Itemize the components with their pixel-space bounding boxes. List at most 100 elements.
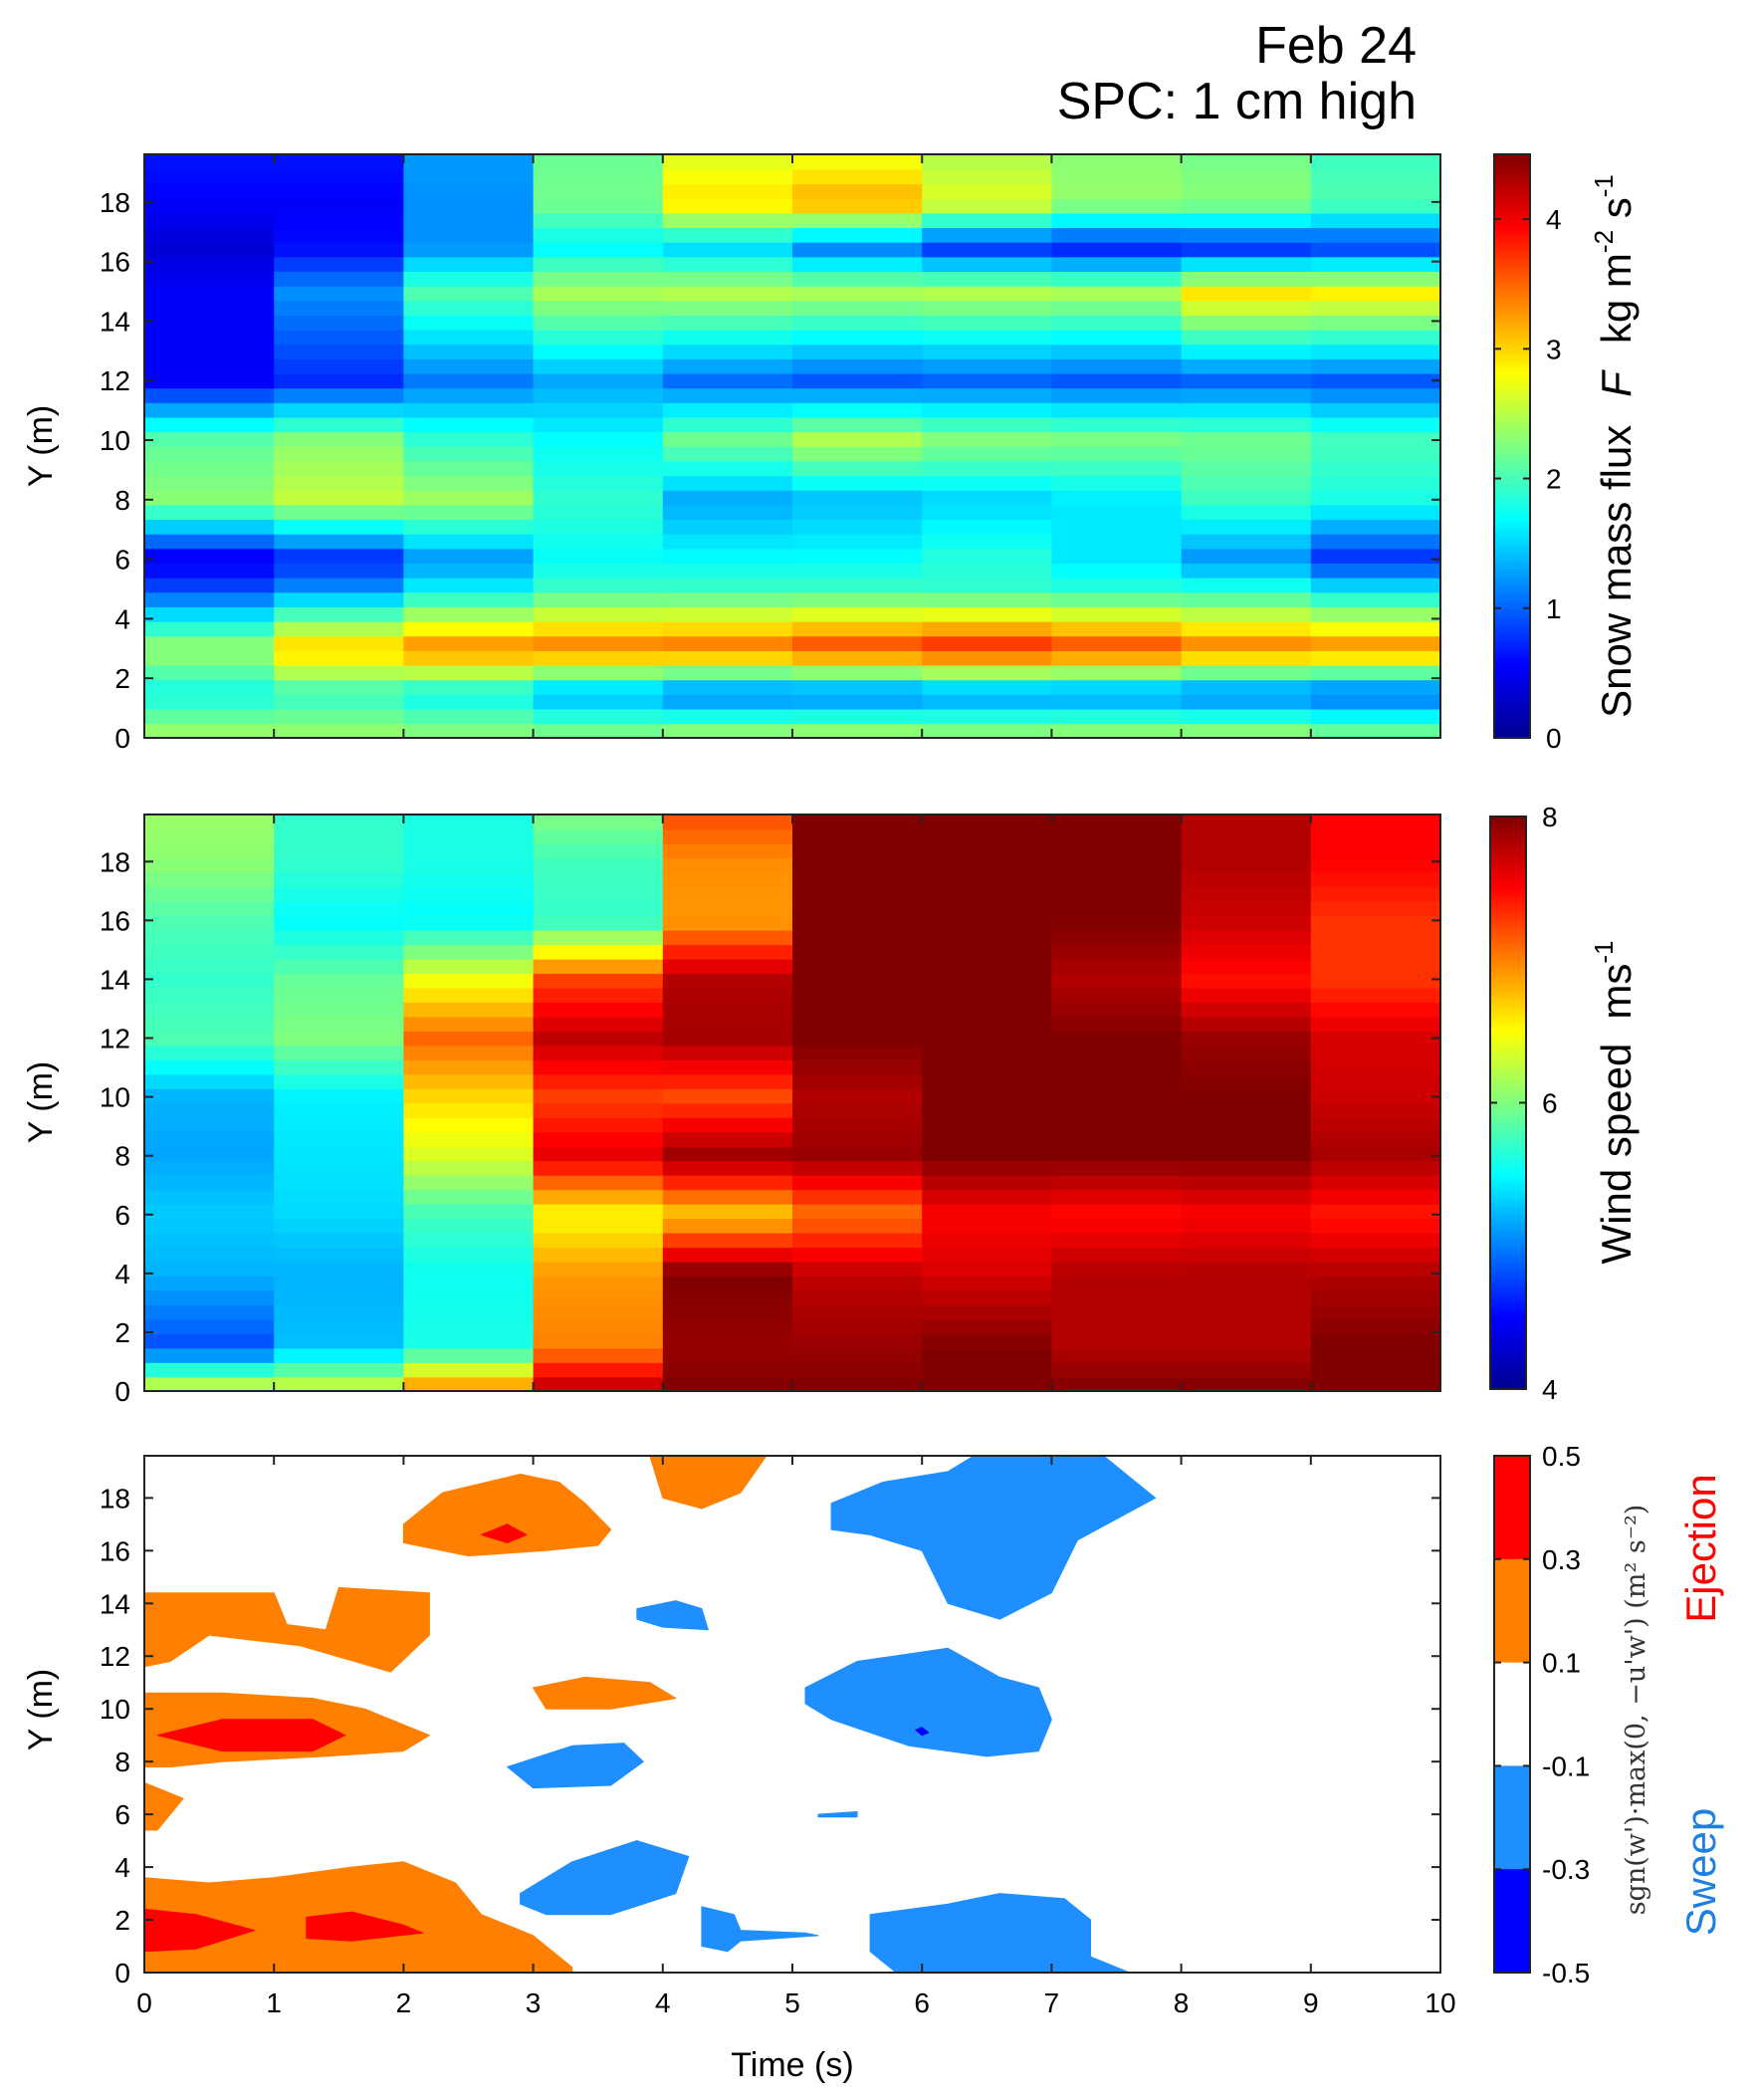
heatmap-cell: [1181, 1116, 1312, 1133]
heatmap-cell: [792, 1232, 923, 1249]
heatmap-cell: [274, 256, 405, 272]
heatmap-cell: [792, 387, 923, 403]
header-date: Feb 24: [1255, 17, 1417, 75]
heatmap-cell: [403, 828, 535, 844]
heatmap-cell: [922, 1045, 1053, 1060]
heatmap-cell: [403, 958, 535, 975]
heatmap-cell: [403, 227, 535, 243]
heatmap-cell: [274, 519, 405, 535]
heatmap-cell: [922, 285, 1053, 302]
heatmap-cell: [662, 987, 793, 1003]
heatmap-cell: [662, 1131, 793, 1147]
heatmap-cell: [1181, 256, 1312, 272]
heatmap-cell: [274, 1376, 405, 1391]
heatmap-cell: [274, 815, 405, 830]
heatmap-cell: [1310, 606, 1440, 622]
heatmap-cell: [1051, 958, 1183, 975]
heatmap-cell: [144, 1289, 275, 1305]
heatmap-cell: [1181, 533, 1312, 550]
heatmap-cell: [1310, 387, 1440, 403]
heatmap-cell: [662, 1102, 793, 1118]
heatmap-cell: [662, 563, 793, 579]
colorbar-frame: [1493, 1455, 1531, 1974]
heatmap-cell: [922, 1276, 1053, 1291]
y-tick-label: 16: [100, 905, 130, 936]
y-tick-label: 4: [114, 1259, 130, 1289]
heatmap-cell: [533, 387, 664, 403]
heatmap-cell: [662, 168, 793, 185]
heatmap-cell: [533, 635, 664, 651]
heatmap-cell: [533, 1276, 664, 1291]
heatmap-cell: [1051, 446, 1183, 462]
heatmap-row: [144, 900, 1440, 917]
heatmap-cell: [1310, 871, 1440, 888]
colorbar-tick-label: -0.3: [1542, 1854, 1590, 1885]
heatmap-cell: [792, 1333, 923, 1349]
heatmap-cell: [662, 1059, 793, 1075]
heatmap-cell: [1181, 1031, 1312, 1047]
heatmap-cell: [144, 987, 275, 1003]
heatmap-cell: [533, 1218, 664, 1234]
heatmap-cell: [662, 154, 793, 170]
heatmap-cell: [274, 489, 405, 506]
x-tick-label: 3: [526, 1987, 542, 2018]
heatmap-cell: [144, 227, 275, 243]
colorbar-tick-label: 0.1: [1542, 1648, 1581, 1679]
heatmap-cell: [792, 1189, 923, 1205]
heatmap-row: [144, 154, 1440, 170]
heatmap-cell: [144, 1045, 275, 1060]
colorbar-tick-label: 8: [1542, 802, 1558, 832]
heatmap-cell: [274, 197, 405, 214]
heatmap-cell: [662, 886, 793, 902]
heatmap-cell: [533, 329, 664, 346]
heatmap-row: [144, 402, 1440, 418]
heatmap-cell: [1051, 154, 1183, 170]
heatmap-cell: [1181, 871, 1312, 888]
heatmap-cell: [922, 533, 1053, 550]
heatmap-cell: [274, 1232, 405, 1249]
heatmap-cell: [1181, 154, 1312, 170]
heatmap-cell: [1181, 563, 1312, 579]
heatmap-cell: [1051, 1304, 1183, 1320]
heatmap-cell: [792, 504, 923, 521]
heatmap-cell: [144, 635, 275, 651]
heatmap-cell: [1181, 241, 1312, 258]
heatmap-cell: [533, 708, 664, 725]
heatmap-cell: [1051, 212, 1183, 229]
heatmap-cell: [792, 344, 923, 359]
heatmap-cell: [662, 533, 793, 550]
heatmap-row: [144, 1016, 1440, 1032]
heatmap-cell: [144, 1031, 275, 1047]
heatmap-row: [144, 212, 1440, 229]
heatmap-row: [144, 842, 1440, 859]
heatmap-cell: [533, 1002, 664, 1018]
heatmap-cell: [1310, 929, 1440, 946]
heatmap-cell: [144, 431, 275, 447]
heatmap-row: [144, 679, 1440, 695]
heatmap-cell: [1181, 446, 1312, 462]
heatmap-cell: [144, 1002, 275, 1018]
heatmap-cell: [144, 212, 275, 229]
heatmap-cell: [144, 886, 275, 902]
heatmap-cell: [274, 1189, 405, 1205]
heatmap-cell: [792, 886, 923, 902]
heatmap-cell: [403, 900, 535, 917]
heatmap-row: [144, 548, 1440, 564]
heatmap-cell: [1181, 929, 1312, 946]
heatmap-cell: [662, 1362, 793, 1378]
heatmap-cell: [533, 1174, 664, 1191]
heatmap-row: [144, 1232, 1440, 1249]
heatmap-cell: [403, 664, 535, 681]
heatmap-cell: [1310, 1203, 1440, 1220]
heatmap-cell: [792, 460, 923, 477]
heatmap-cell: [1051, 271, 1183, 287]
heatmap-cell: [274, 402, 405, 418]
heatmap-cell: [662, 1073, 793, 1089]
heatmap-cell: [533, 591, 664, 607]
heatmap-cell: [274, 1045, 405, 1060]
heatmap-cell: [144, 402, 275, 418]
heatmap-cell: [144, 650, 275, 666]
heatmap-cell: [1310, 1145, 1440, 1162]
ejection-region: [533, 1676, 677, 1710]
